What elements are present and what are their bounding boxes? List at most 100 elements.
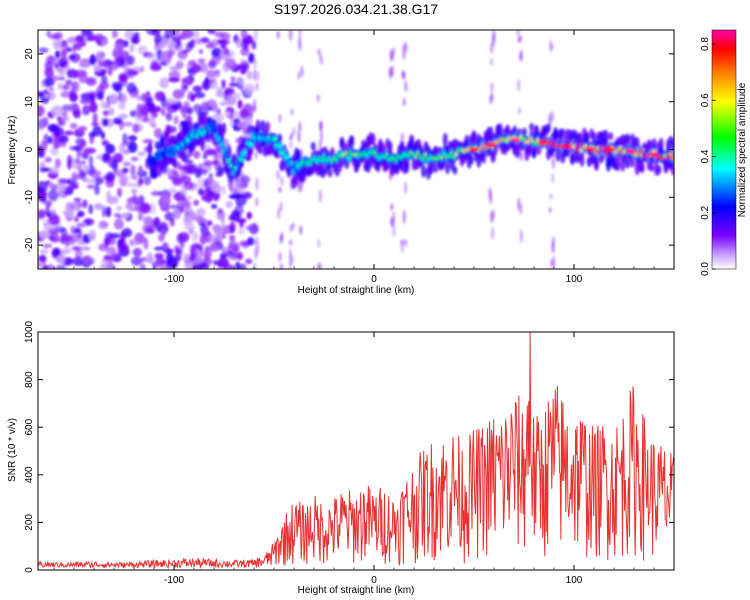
streak-cell (489, 58, 493, 66)
ridge-core-cell (219, 141, 225, 147)
streak-cell (318, 189, 322, 203)
noise-cell (193, 150, 201, 159)
spectrogram-ytick-label: -20 (24, 237, 35, 252)
noise-cell (203, 247, 213, 259)
noise-cell (192, 85, 203, 93)
noise-cell (153, 127, 163, 139)
noise-cell (111, 30, 118, 39)
noise-cell (86, 184, 95, 189)
streak-cell (491, 226, 495, 241)
ridge-peak-cell (469, 147, 479, 152)
streak-cell (551, 110, 555, 123)
noise-cell (191, 264, 202, 269)
noise-cell (141, 117, 151, 123)
streak-cell (490, 92, 494, 102)
noise-cell (38, 123, 45, 131)
snr-ytick-label: 0 (24, 567, 35, 573)
noise-cell (146, 30, 158, 36)
noise-cell (247, 237, 255, 246)
noise-cell (246, 70, 253, 81)
noise-cell (137, 45, 148, 55)
noise-cell (197, 58, 206, 64)
ridge-halo-cell (553, 126, 559, 140)
streak-cell (549, 39, 553, 53)
noise-cell (172, 176, 182, 186)
noise-cell (60, 91, 72, 98)
noise-cell (161, 227, 167, 237)
ridge-peak-cell (648, 152, 659, 157)
noise-cell (212, 159, 219, 166)
streak-cell (253, 57, 257, 70)
noise-cell (132, 247, 143, 257)
noise-cell (45, 55, 56, 66)
streak-cell (290, 108, 294, 116)
snr-series-line (38, 332, 674, 570)
ridge-halo-cell (260, 120, 266, 132)
snr-ylabel: SNR (10 * v/v) (7, 418, 18, 482)
streak-cell (278, 114, 282, 123)
streak-cell (317, 48, 321, 56)
ridge-halo-cell (605, 157, 611, 172)
noise-cell (170, 102, 182, 110)
noise-cell (129, 241, 140, 246)
noise-cell (86, 179, 96, 184)
noise-cell (118, 174, 130, 185)
noise-cell (118, 113, 129, 120)
colorbar-tick-label: 0.0 (700, 262, 711, 276)
noise-cell (69, 92, 78, 103)
ridge-peak-cell (560, 144, 571, 149)
streak-cell (318, 263, 322, 269)
noise-cell (126, 82, 137, 94)
noise-cell (113, 43, 125, 50)
noise-cell (101, 258, 111, 267)
noise-cell (46, 30, 51, 37)
noise-cell (144, 226, 154, 234)
noise-cell (183, 163, 195, 175)
noise-cell (154, 44, 161, 52)
noise-cell (137, 151, 146, 156)
streak-cell (400, 133, 404, 142)
noise-cell (39, 190, 48, 199)
noise-cell (234, 203, 244, 216)
ridge-halo-cell (625, 137, 631, 148)
ridge-halo-cell (293, 173, 299, 187)
noise-cell (77, 125, 88, 132)
noise-cell (42, 243, 53, 249)
noise-cell (88, 155, 94, 167)
noise-cell (210, 203, 218, 209)
streak-cell (254, 30, 258, 42)
noise-cell (251, 40, 257, 50)
noise-cell (101, 205, 107, 218)
ridge-halo-cell (529, 122, 535, 132)
noise-cell (160, 96, 168, 108)
noise-cell (98, 220, 109, 230)
noise-cell (74, 248, 83, 260)
noise-cell (68, 181, 79, 188)
colorbar-ticks: 0.0 0.2 0.4 0.6 0.8 (700, 37, 716, 276)
ridge-halo-cell (555, 148, 561, 162)
streak-cell (297, 130, 301, 143)
streak-cell (392, 223, 396, 238)
noise-cell (168, 70, 181, 80)
noise-cell (100, 100, 108, 109)
noise-cell (139, 202, 152, 214)
noise-cell (125, 182, 137, 187)
spectrogram-ytick-label: 20 (24, 48, 35, 60)
ridge-halo-cell (265, 121, 271, 133)
noise-cell (173, 115, 179, 125)
noise-cell (67, 154, 73, 166)
noise-cell (245, 224, 254, 232)
streak-cell (402, 97, 406, 107)
noise-cell (59, 186, 64, 198)
noise-cell (221, 79, 226, 90)
ridge-halo-cell (452, 166, 458, 175)
streak-cell (519, 49, 523, 62)
noise-cell (104, 174, 110, 182)
noise-cell (97, 39, 102, 45)
spectrogram-ytick-label: 10 (24, 96, 35, 108)
noise-cell (55, 264, 67, 269)
noise-cell (160, 194, 171, 207)
noise-cell (122, 161, 132, 166)
noise-cell (148, 202, 157, 215)
noise-cell (185, 205, 193, 213)
